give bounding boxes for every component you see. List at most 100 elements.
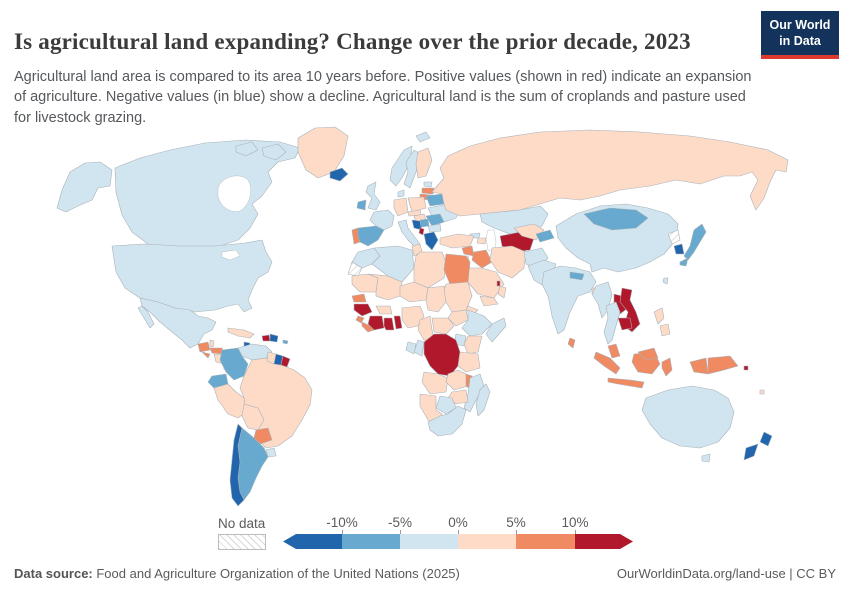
country-finland[interactable]	[415, 147, 433, 179]
country-puerto-rico[interactable]	[282, 339, 289, 345]
country-indonesia-sumatra[interactable]	[593, 351, 621, 375]
country-cuba[interactable]	[227, 327, 255, 339]
country-solomon-islands[interactable]	[743, 365, 749, 371]
country-mali[interactable]	[367, 273, 403, 301]
country-dominican-republic[interactable]	[269, 333, 279, 343]
country-nigeria[interactable]	[401, 305, 425, 329]
country-north-korea[interactable]	[667, 229, 681, 245]
country-china[interactable]	[555, 203, 679, 273]
country-vietnam[interactable]	[619, 287, 641, 333]
country-oman[interactable]	[497, 285, 507, 299]
country-kyrgyzstan-tajikistan[interactable]	[535, 229, 555, 243]
country-tanzania[interactable]	[457, 351, 481, 373]
country-albania[interactable]	[418, 227, 425, 236]
country-germany[interactable]	[393, 197, 409, 217]
country-guatemala[interactable]	[197, 341, 211, 353]
country-egypt[interactable]	[443, 253, 471, 285]
country-mexico-baja[interactable]	[137, 305, 155, 329]
country-chile[interactable]	[229, 423, 245, 507]
country-australia[interactable]	[641, 385, 735, 449]
country-romania[interactable]	[425, 213, 445, 227]
country-senegal[interactable]	[351, 293, 367, 303]
country-india[interactable]	[541, 265, 597, 335]
country-south-korea[interactable]	[673, 243, 685, 255]
country-canada[interactable]	[114, 139, 301, 249]
country-paraguay[interactable]	[253, 427, 273, 445]
country-malaysia-borneo[interactable]	[637, 347, 659, 361]
country-philippines-luzon[interactable]	[653, 307, 665, 325]
country-cambodia[interactable]	[617, 317, 633, 331]
country-guinea[interactable]	[353, 303, 373, 317]
country-turkey[interactable]	[439, 233, 475, 249]
country-russia[interactable]	[431, 129, 789, 217]
country-brazil[interactable]	[239, 357, 313, 449]
country-nepal[interactable]	[569, 271, 585, 281]
country-french-guiana[interactable]	[280, 355, 291, 368]
country-philippines-mindanao[interactable]	[659, 323, 671, 337]
country-svalbard[interactable]	[415, 131, 431, 143]
owid-logo[interactable]: Our World in Data	[761, 11, 839, 60]
country-usa[interactable]	[111, 239, 273, 313]
country-iran[interactable]	[489, 245, 527, 279]
country-dr-congo[interactable]	[423, 333, 461, 377]
country-iceland[interactable]	[329, 167, 349, 182]
country-indonesia-java[interactable]	[607, 377, 645, 389]
country-alaska[interactable]	[56, 161, 113, 213]
country-liberia[interactable]	[361, 321, 375, 333]
country-latvia[interactable]	[421, 187, 435, 195]
country-canada-arctic-islands[interactable]	[235, 141, 259, 157]
country-united-kingdom[interactable]	[365, 181, 381, 211]
country-tasmania[interactable]	[701, 453, 711, 463]
country-japan-kyushu[interactable]	[679, 257, 689, 267]
country-canada-baffin[interactable]	[261, 143, 287, 161]
country-malaysia[interactable]	[607, 343, 621, 359]
country-denmark[interactable]	[397, 189, 405, 198]
country-thailand[interactable]	[603, 301, 621, 345]
country-new-zealand-south[interactable]	[743, 443, 759, 461]
country-somalia[interactable]	[485, 317, 507, 343]
country-serbia[interactable]	[419, 218, 430, 228]
country-botswana[interactable]	[435, 395, 457, 415]
country-kenya[interactable]	[463, 335, 483, 355]
country-haiti[interactable]	[261, 334, 271, 342]
country-france[interactable]	[369, 209, 395, 231]
country-new-zealand-north[interactable]	[759, 431, 773, 447]
country-taiwan[interactable]	[662, 277, 669, 285]
country-poland[interactable]	[407, 196, 427, 213]
country-sri-lanka[interactable]	[567, 337, 576, 349]
country-papua-new-guinea[interactable]	[707, 355, 739, 375]
country-gabon[interactable]	[405, 341, 417, 355]
country-ghana[interactable]	[383, 317, 395, 331]
country-bulgaria[interactable]	[427, 223, 442, 233]
country-ethiopia[interactable]	[461, 309, 493, 337]
country-madagascar[interactable]	[475, 383, 491, 417]
country-togo-benin[interactable]	[393, 315, 403, 330]
country-libya[interactable]	[413, 251, 447, 289]
country-norway[interactable]	[389, 145, 413, 187]
country-qatar[interactable]	[496, 280, 501, 287]
country-central-african-republic[interactable]	[431, 317, 455, 335]
country-fiji[interactable]	[759, 389, 765, 395]
country-chad[interactable]	[425, 285, 447, 313]
country-uruguay[interactable]	[265, 447, 277, 458]
country-mongolia[interactable]	[583, 207, 649, 231]
country-sweden[interactable]	[403, 149, 421, 189]
country-syria[interactable]	[461, 245, 475, 257]
country-estonia[interactable]	[423, 181, 433, 188]
country-azerbaijan[interactable]	[476, 237, 487, 245]
country-south-sudan[interactable]	[447, 309, 469, 327]
country-greece[interactable]	[423, 231, 439, 251]
country-indonesia-papua[interactable]	[689, 357, 709, 375]
country-yemen[interactable]	[479, 295, 499, 307]
country-sierra-leone[interactable]	[355, 315, 365, 324]
country-cote-divoire[interactable]	[367, 315, 385, 331]
country-el-salvador[interactable]	[201, 351, 211, 359]
country-burkina-faso[interactable]	[375, 305, 393, 315]
country-belize[interactable]	[209, 339, 215, 348]
footer-link[interactable]: OurWorldinData.org/land-use | CC BY	[616, 566, 836, 581]
country-greenland[interactable]	[297, 126, 349, 179]
country-mexico[interactable]	[139, 297, 217, 349]
country-south-africa[interactable]	[427, 405, 467, 437]
country-angola[interactable]	[421, 371, 449, 395]
